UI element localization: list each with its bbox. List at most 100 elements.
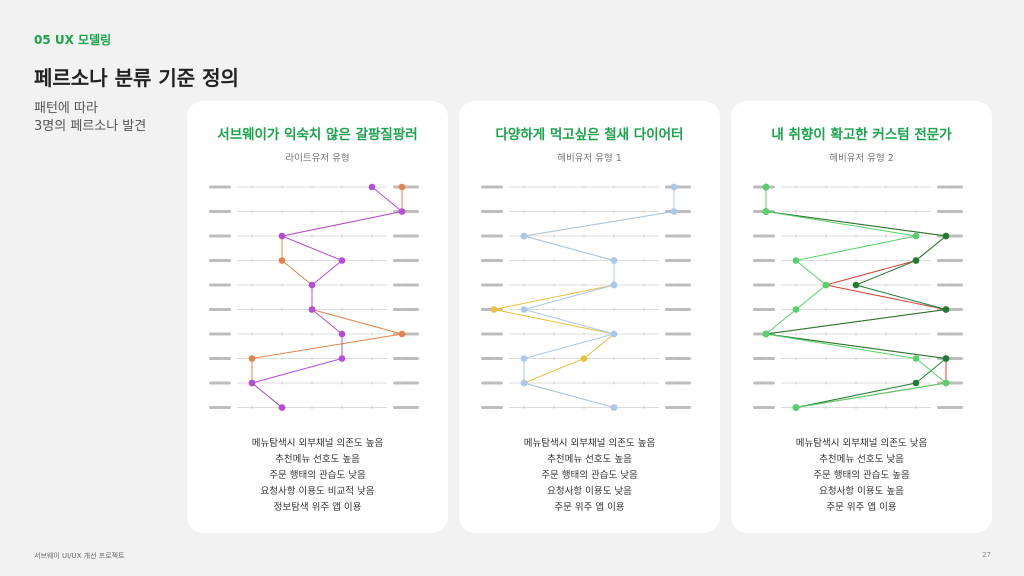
trait-item: 추천메뉴 선호도 높음 xyxy=(275,454,360,465)
series-line xyxy=(764,187,948,408)
scale-left-label xyxy=(753,283,775,287)
series-point xyxy=(338,355,346,362)
scale-left-label xyxy=(753,406,775,409)
scale-left-label xyxy=(209,234,231,238)
scale-left-label xyxy=(209,357,231,360)
scale-right-label xyxy=(665,357,691,360)
scale-left-label xyxy=(481,234,503,238)
series-line xyxy=(522,187,675,408)
trait-item: 주문 위주 앱 이용 xyxy=(826,502,897,513)
section-tag: 05 UX 모델링 xyxy=(34,33,112,47)
semantic-differential-chart xyxy=(481,183,691,411)
series-point xyxy=(942,379,950,387)
series-point xyxy=(398,208,406,215)
scale-right-label xyxy=(393,185,419,189)
scale-right-label xyxy=(393,308,419,311)
intro-line: 패턴에 따라 xyxy=(34,101,98,116)
scale-left-label xyxy=(209,308,231,311)
trait-item: 메뉴탐색시 외부채널 의존도 높음 xyxy=(251,438,384,449)
trait-item: 요청사항 이용도 높음 xyxy=(819,486,904,497)
series-point xyxy=(398,330,406,338)
series-point xyxy=(520,379,528,387)
trait-item: 메뉴탐색시 외부채널 의존도 낮음 xyxy=(795,438,928,449)
series-point xyxy=(670,183,678,191)
scale-right-label xyxy=(665,381,691,385)
persona-traits: 메뉴탐색시 외부채널 의존도 높음 추천메뉴 선호도 높음 주문 행태의 관습도… xyxy=(459,436,720,516)
series-point xyxy=(338,257,346,264)
series-point xyxy=(398,183,406,191)
trait-item: 주문 행태의 관습도 낮음 xyxy=(269,470,366,481)
series-point xyxy=(610,281,618,289)
series-point xyxy=(912,379,920,387)
scale-right-label xyxy=(665,332,691,336)
persona-type: 헤비유저 유형 2 xyxy=(829,153,894,164)
series-point xyxy=(248,379,256,387)
scale-left-label xyxy=(753,381,775,385)
trait-item: 메뉴탐색시 외부채널 의존도 높음 xyxy=(523,438,656,449)
scale-left-label xyxy=(481,259,503,262)
series-point xyxy=(368,183,376,191)
scale-right-label xyxy=(937,406,963,409)
persona-card-heavy-user-2: 내 취향이 확고한 커스텀 전문가 헤비유저 유형 2 메뉴탐색시 외부채널 의… xyxy=(731,101,992,533)
series-point xyxy=(912,232,920,240)
persona-card-heavy-user-1: 다양하게 먹고싶은 철새 다이어터 헤비유저 유형 1 메뉴탐색시 외부채널 의… xyxy=(459,101,720,533)
footer-project-name: 서브웨이 UI/UX 개선 프로젝트 xyxy=(34,552,125,560)
persona-type: 라이트유저 유형 xyxy=(285,153,350,164)
persona-traits: 메뉴탐색시 외부채널 의존도 높음 추천메뉴 선호도 높음 주문 행태의 관습도… xyxy=(187,436,448,516)
series-line xyxy=(765,187,948,408)
series-point xyxy=(278,232,286,240)
scale-right-label xyxy=(393,234,419,238)
scale-right-label xyxy=(393,357,419,360)
series-point xyxy=(278,404,286,411)
persona-type: 헤비유저 유형 1 xyxy=(557,153,622,164)
series-point xyxy=(792,404,800,411)
series-point xyxy=(762,330,770,338)
series-point xyxy=(912,257,920,264)
scale-right-label xyxy=(393,259,419,262)
scale-left-label xyxy=(209,406,231,409)
series-point xyxy=(942,232,950,240)
scale-left-label xyxy=(481,185,503,189)
scale-right-label xyxy=(665,259,691,262)
trait-item: 요청사항 이용도 낮음 xyxy=(547,486,632,497)
scale-left-label xyxy=(753,357,775,360)
series-point xyxy=(852,281,860,289)
series-line xyxy=(251,187,403,408)
scale-left-label xyxy=(753,308,775,311)
series-point xyxy=(278,257,286,264)
intro-text: 패턴에 따라 3명의 페르소나 발견 xyxy=(34,100,146,136)
page-number: 27 xyxy=(982,551,991,559)
persona-title: 내 취향이 확고한 커스텀 전문가 xyxy=(771,127,952,143)
series-point xyxy=(248,355,256,362)
series-point xyxy=(490,306,498,313)
persona-title: 서브웨이가 익숙치 않은 갈팡질팡러 xyxy=(217,127,418,143)
series-point xyxy=(338,330,346,338)
series-point xyxy=(792,257,800,264)
series-point xyxy=(610,330,618,338)
scale-left-label xyxy=(481,406,503,409)
series-point xyxy=(762,208,770,215)
persona-traits: 메뉴탐색시 외부채널 의존도 낮음 추천메뉴 선호도 낮음 주문 행태의 관습도… xyxy=(731,436,992,516)
series-point xyxy=(912,355,920,362)
scale-left-label xyxy=(209,332,231,336)
semantic-differential-chart xyxy=(209,183,419,411)
scale-left-label xyxy=(209,283,231,287)
series-point xyxy=(792,306,800,313)
trait-item: 요청사항 이용도 비교적 낮음 xyxy=(260,486,375,497)
intro-line: 3명의 페르소나 발견 xyxy=(34,119,147,134)
series-point xyxy=(762,183,770,191)
scale-left-label xyxy=(209,381,231,385)
series-point xyxy=(520,232,528,240)
page-title: 페르소나 분류 기준 정의 xyxy=(34,66,239,90)
series-point xyxy=(670,208,678,215)
series-point xyxy=(942,355,950,362)
series-point xyxy=(610,257,618,264)
series-point xyxy=(822,281,830,289)
scale-right-label xyxy=(393,381,419,385)
series-line xyxy=(493,187,675,408)
series-point xyxy=(308,281,316,289)
scale-left-label xyxy=(481,210,503,213)
series-point xyxy=(520,355,528,362)
persona-card-light-user: 서브웨이가 익숙치 않은 갈팡질팡러 라이트유저 유형 메뉴탐색시 외부채널 의… xyxy=(187,101,448,533)
scale-left-label xyxy=(209,185,231,189)
